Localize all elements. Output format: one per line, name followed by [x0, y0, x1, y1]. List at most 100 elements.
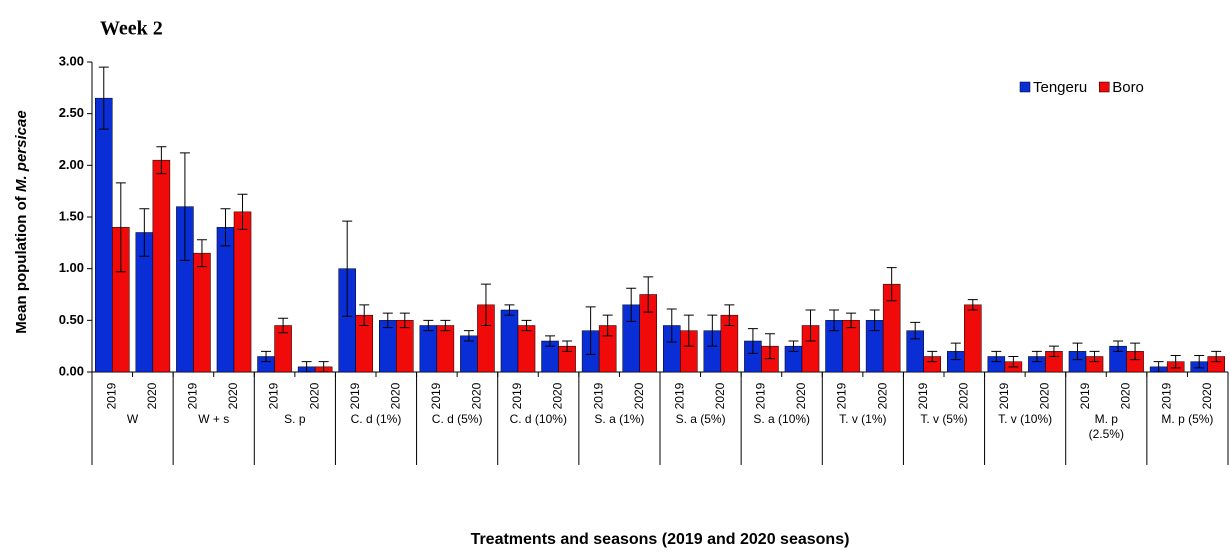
error-bar	[261, 350, 272, 363]
error-bar	[967, 299, 978, 311]
x-tick-label: 2019	[754, 382, 768, 409]
group-label: S. a (10%)	[753, 412, 811, 426]
error-bar	[643, 276, 654, 313]
y-tick-label: 2.00	[59, 157, 84, 172]
error-bar	[869, 309, 880, 332]
error-bar	[1211, 350, 1222, 363]
error-bar	[829, 309, 840, 332]
group-label: S. p	[284, 412, 306, 426]
bar	[396, 320, 414, 373]
legend-label: Boro	[1112, 79, 1144, 96]
bar	[193, 252, 211, 373]
x-tick-label: 2020	[632, 382, 646, 409]
bar	[419, 325, 438, 373]
error-bar	[562, 340, 573, 352]
y-label-text: Mean population of	[13, 192, 30, 334]
bar	[216, 227, 235, 373]
error-bar	[1072, 342, 1083, 361]
x-tick-label: 2019	[672, 382, 686, 409]
y-label-italic: M. persicae	[13, 110, 30, 192]
x-tick-label: 2020	[470, 382, 484, 409]
group-label: S. a (1%)	[594, 412, 645, 426]
x-tick-label: 2020	[1119, 382, 1133, 409]
group-label: C. d (10%)	[509, 412, 567, 426]
error-bar	[626, 287, 637, 322]
x-tick-label: 2019	[1159, 382, 1173, 409]
error-bar	[1008, 356, 1019, 368]
error-bar	[666, 308, 677, 343]
error-bar	[950, 342, 961, 361]
error-bar	[504, 304, 515, 316]
error-bar	[98, 66, 109, 130]
y-tick-label: 1.50	[59, 208, 84, 223]
error-bar	[1170, 354, 1181, 369]
x-tick-label: 2020	[388, 382, 402, 409]
legend-label: Tengeru	[1033, 79, 1087, 96]
error-bar	[545, 335, 556, 347]
bar	[964, 304, 982, 373]
bar	[500, 309, 519, 373]
group-label: T. v (1%)	[839, 412, 887, 426]
error-bar	[382, 312, 393, 329]
bar	[517, 325, 536, 373]
error-bar	[237, 193, 248, 230]
error-bar	[927, 350, 938, 363]
error-bar	[359, 304, 370, 326]
error-bar	[707, 314, 718, 347]
error-bar	[1194, 354, 1205, 369]
x-tick-label: 2020	[956, 382, 970, 409]
x-tick-label: 2019	[835, 382, 849, 409]
x-tick-label: 2019	[186, 382, 200, 409]
group-label: C. d (5%)	[431, 412, 483, 426]
x-tick-label: 2019	[104, 382, 118, 409]
error-bar	[1031, 350, 1042, 363]
group-label: T. v (5%)	[920, 412, 968, 426]
error-bar	[196, 239, 207, 268]
y-tick-label: 1.00	[59, 260, 84, 275]
x-tick-label: 2020	[307, 382, 321, 409]
x-tick-label: 2019	[1078, 382, 1092, 409]
error-bar	[764, 333, 775, 360]
y-tick-label: 0.50	[59, 312, 84, 327]
error-bar	[747, 328, 758, 354]
error-bar	[220, 208, 231, 247]
error-bar	[156, 146, 167, 175]
error-bar	[139, 208, 150, 257]
y-tick-label: 2.50	[59, 105, 84, 120]
error-bar	[683, 314, 694, 347]
group-label: S. a (5%)	[675, 412, 726, 426]
group-label: C. d (1%)	[350, 412, 402, 426]
bar	[152, 159, 171, 373]
x-tick-label: 2019	[591, 382, 605, 409]
x-tick-label: 2020	[713, 382, 727, 409]
error-bar	[480, 283, 491, 326]
error-bar	[805, 309, 816, 342]
x-tick-label: 2019	[510, 382, 524, 409]
bar	[378, 320, 397, 373]
error-bar	[463, 330, 474, 342]
bar	[94, 97, 113, 373]
error-bar	[886, 267, 897, 302]
x-tick-label: 2020	[1038, 382, 1052, 409]
x-tick-label: 2020	[875, 382, 889, 409]
error-bar	[1153, 361, 1164, 373]
error-bar	[318, 361, 329, 373]
x-tick-label: 2020	[1200, 382, 1214, 409]
error-bar	[423, 319, 434, 332]
error-bar	[724, 304, 735, 326]
x-tick-label: 2020	[794, 382, 808, 409]
error-bar	[1048, 345, 1059, 357]
error-bar	[602, 314, 613, 337]
x-tick-label: 2020	[551, 382, 565, 409]
y-tick-label: 3.00	[59, 53, 84, 68]
error-bar	[788, 340, 799, 352]
y-axis-label: Mean population of M. persicae	[13, 110, 30, 333]
error-bar	[342, 220, 353, 317]
bar	[436, 325, 455, 373]
x-tick-label: 2019	[429, 382, 443, 409]
x-axis-label: Treatments and seasons (2019 and 2020 se…	[471, 531, 850, 548]
chart-title: Week 2	[100, 18, 163, 40]
error-bar	[179, 152, 190, 261]
